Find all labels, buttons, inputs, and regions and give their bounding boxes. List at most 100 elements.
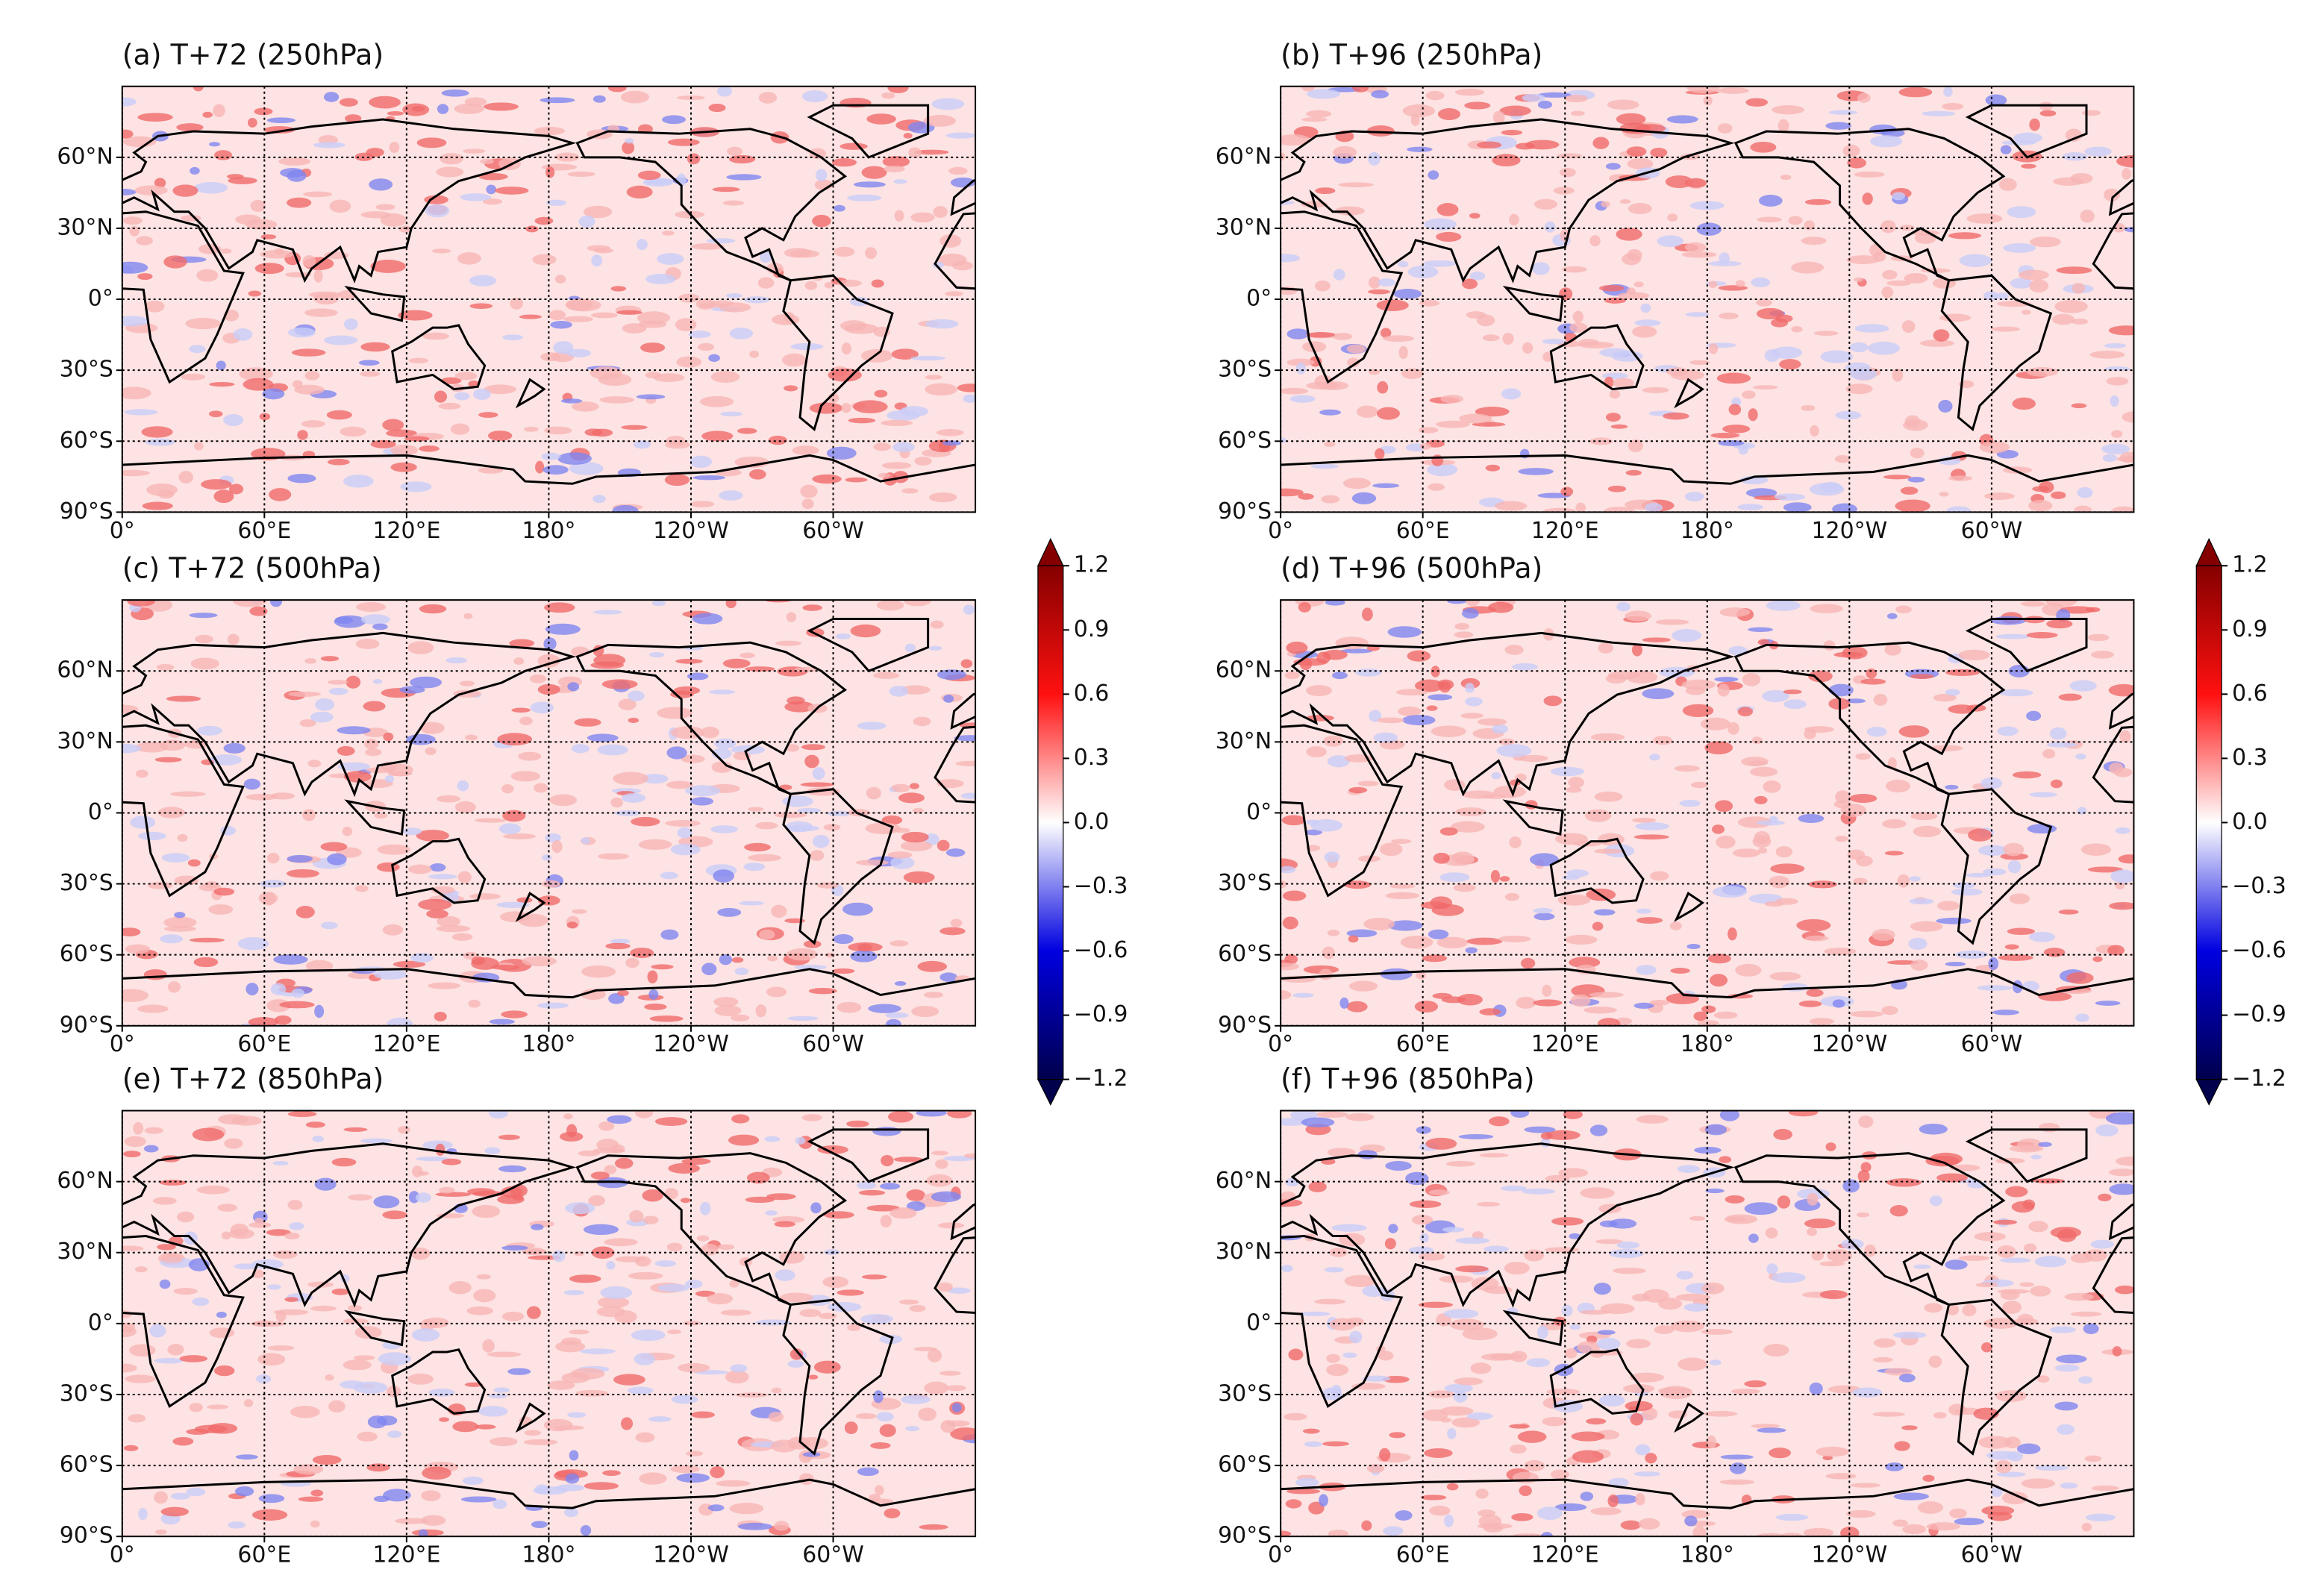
coastline xyxy=(1733,1152,2006,1306)
field-blob xyxy=(1569,957,1601,968)
colorbar: 1.20.90.60.30.0−0.3−0.6−0.9−1.2 xyxy=(1037,537,1128,1106)
field-blob xyxy=(510,297,524,310)
y-tick-label: 60°N xyxy=(1216,143,1272,169)
field-blob xyxy=(610,797,623,808)
field-blob xyxy=(876,1412,894,1422)
field-blob xyxy=(531,1224,544,1230)
field-blob xyxy=(159,1180,187,1186)
field-blob xyxy=(614,1310,637,1324)
field-blob xyxy=(2081,1522,2092,1532)
field-blob xyxy=(186,1428,210,1435)
field-blob xyxy=(707,1293,734,1305)
field-blob xyxy=(1281,1118,1307,1126)
panel-title: (a) T+72 (250hPa) xyxy=(122,38,384,71)
field-blob xyxy=(331,1288,350,1295)
map-panel: 0° 60°E 120°E 180° 120°W 60°W60°N30°N0°30°S60… xyxy=(1216,1063,2135,1568)
x-tick-label: 60°E xyxy=(1396,1542,1450,1568)
field-blob xyxy=(1580,1187,1615,1199)
field-blob xyxy=(1607,1494,1619,1508)
panel-title: (d) T+96 (500hPa) xyxy=(1281,552,1542,585)
field-blob xyxy=(601,679,638,689)
field-blob xyxy=(360,614,390,625)
field-blob xyxy=(189,613,218,619)
field-blob xyxy=(1420,901,1448,910)
field-blob xyxy=(1881,286,1894,298)
field-blob xyxy=(945,132,976,139)
field-blob xyxy=(1598,284,1625,292)
y-tick-label: 60°S xyxy=(60,428,113,454)
field-blob xyxy=(2111,430,2123,438)
field-blob xyxy=(881,462,912,469)
field-blob xyxy=(1593,909,1616,916)
field-blob xyxy=(1854,277,1863,282)
field-blob xyxy=(1572,1450,1604,1463)
field-blob xyxy=(844,1421,858,1435)
field-blob xyxy=(1845,698,1866,704)
colorbar-tick-label: −0.6 xyxy=(2232,937,2286,963)
field-blob xyxy=(1375,448,1385,460)
y-tick-label: 90°S xyxy=(1218,1012,1272,1038)
field-blob xyxy=(1559,168,1576,178)
field-blob xyxy=(1982,868,2007,876)
field-blob xyxy=(696,1235,710,1242)
field-blob xyxy=(2111,506,2134,513)
field-blob xyxy=(123,1445,139,1451)
field-blob xyxy=(625,957,640,968)
field-blob xyxy=(250,1321,286,1327)
field-blob xyxy=(666,780,693,789)
field-blob xyxy=(901,1395,931,1404)
field-blob xyxy=(771,1387,782,1394)
field-blob xyxy=(122,1363,137,1373)
field-blob xyxy=(221,1231,231,1240)
field-blob xyxy=(454,801,476,813)
field-blob xyxy=(2009,893,2030,904)
y-tick-label: 0° xyxy=(1246,799,1272,825)
field-blob xyxy=(354,885,369,892)
field-blob xyxy=(1416,971,1426,980)
field-blob xyxy=(1945,962,1966,967)
field-blob xyxy=(774,1521,790,1531)
field-blob xyxy=(435,1143,445,1156)
field-blob xyxy=(565,1473,580,1484)
field-blob xyxy=(1446,1483,1459,1491)
field-blob xyxy=(2007,206,2036,219)
field-blob xyxy=(530,701,554,714)
field-blob xyxy=(247,118,257,128)
coastline xyxy=(782,788,894,945)
field-blob xyxy=(1804,220,1815,231)
field-blob xyxy=(963,604,975,615)
field-blob xyxy=(1388,1224,1398,1233)
field-blob xyxy=(768,435,787,445)
field-blob xyxy=(208,904,234,915)
field-blob xyxy=(1669,921,1682,930)
field-blob xyxy=(1525,140,1560,150)
field-blob xyxy=(578,215,595,228)
field-blob xyxy=(740,652,755,659)
field-blob xyxy=(1625,469,1642,476)
field-blob xyxy=(1475,1489,1489,1499)
field-blob xyxy=(1476,1201,1501,1207)
field-blob xyxy=(1491,772,1501,780)
field-blob xyxy=(690,797,714,806)
field-blob xyxy=(634,1110,654,1118)
field-blob xyxy=(2012,397,2036,410)
map-panel: 0° 60°E 120°E 180° 120°W 60°W60°N30°N0°30°S60… xyxy=(57,1063,977,1568)
field-blob xyxy=(416,830,449,842)
field-blob xyxy=(1454,1377,1483,1386)
map-frame xyxy=(1280,1110,2135,1538)
field-blob xyxy=(1324,442,1336,447)
field-blob xyxy=(2116,154,2134,168)
field-blob xyxy=(1281,1530,1292,1537)
field-blob xyxy=(803,940,822,948)
field-blob xyxy=(2052,313,2075,325)
field-blob xyxy=(166,695,201,702)
field-blob xyxy=(479,158,494,165)
field-blob xyxy=(1683,1303,1709,1312)
x-tick-label: 0° xyxy=(1268,518,1293,544)
field-blob xyxy=(637,170,661,181)
field-blob xyxy=(1542,1416,1567,1427)
field-blob xyxy=(887,1110,914,1123)
field-blob xyxy=(1895,499,1930,513)
field-blob xyxy=(581,989,606,1001)
field-blob xyxy=(266,117,296,123)
